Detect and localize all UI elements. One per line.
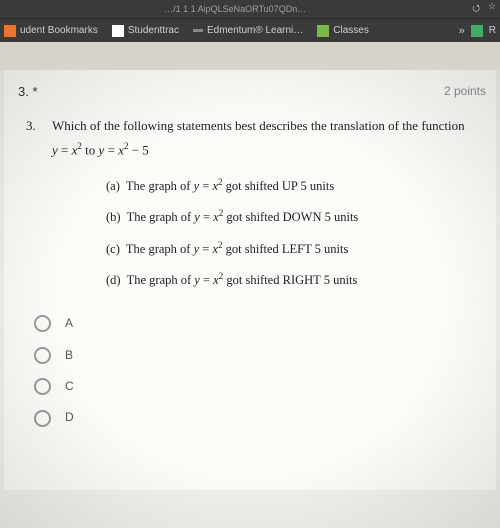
radio-icon <box>34 315 51 332</box>
bookmark-student-bookmarks[interactable]: udent Bookmarks <box>4 25 98 37</box>
page-background: 3. * 2 points 3. Which of the following … <box>0 70 500 528</box>
choice-letter: (b) <box>106 210 121 224</box>
inner-question-number: 3. <box>26 117 42 136</box>
folder-icon <box>4 25 16 37</box>
browser-action-icons: ⭯ ☆ <box>472 1 496 17</box>
radio-option-c[interactable]: C <box>34 378 482 395</box>
question-number: 3. * <box>18 84 38 99</box>
browser-address-bar: …/1 1 1 AipQLSeNaORTu07QDn… ⭯ ☆ <box>0 0 500 18</box>
radio-label: C <box>65 378 74 395</box>
radio-option-b[interactable]: B <box>34 347 482 364</box>
choice-letter: (a) <box>106 179 120 193</box>
site-icon <box>317 25 329 37</box>
radio-icon <box>34 378 51 395</box>
site-icon <box>112 25 124 37</box>
bookmark-edmentum[interactable]: Edmentum® Learni… <box>193 25 303 36</box>
question-equation: y = x2 to y = x2 − 5 <box>26 140 482 160</box>
choice-b: (b) The graph of y = x2 got shifted DOWN… <box>106 207 482 226</box>
bookmark-label-right: R <box>489 25 496 36</box>
radio-option-a[interactable]: A <box>34 315 482 332</box>
site-icon <box>193 29 203 32</box>
radio-group: A B C D <box>26 301 482 427</box>
radio-icon <box>34 410 51 427</box>
search-icon[interactable]: ⭯ <box>472 1 480 17</box>
question-stem: 3. Which of the following statements bes… <box>26 117 482 136</box>
question-header: 3. * 2 points <box>12 84 488 117</box>
bookmarks-bar: udent Bookmarks Studenttrac Edmentum® Le… <box>0 18 500 42</box>
url-fragment: …/1 1 1 AipQLSeNaORTu07QDn… <box>4 4 466 14</box>
radio-label: A <box>65 315 73 332</box>
question-stem-text: Which of the following statements best d… <box>52 117 465 136</box>
site-icon <box>471 25 483 37</box>
bookmarks-overflow: » R <box>453 25 496 37</box>
answer-choices: (a) The graph of y = x2 got shifted UP 5… <box>26 176 482 289</box>
choice-c: (c) The graph of y = x2 got shifted LEFT… <box>106 239 482 258</box>
bookmark-label: Edmentum® Learni… <box>207 25 303 36</box>
radio-icon <box>34 347 51 364</box>
bookmark-label: Classes <box>333 25 369 36</box>
choice-letter: (c) <box>106 242 120 256</box>
radio-label: B <box>65 347 73 364</box>
choice-letter: (d) <box>106 273 121 287</box>
radio-option-d[interactable]: D <box>34 409 482 426</box>
star-icon[interactable]: ☆ <box>488 1 496 17</box>
choice-a: (a) The graph of y = x2 got shifted UP 5… <box>106 176 482 195</box>
bookmark-label: Studenttrac <box>128 25 179 36</box>
question-body: 3. Which of the following statements bes… <box>12 117 488 427</box>
radio-label: D <box>65 409 74 426</box>
chevron-right-icon[interactable]: » <box>459 25 465 37</box>
bookmark-classes[interactable]: Classes <box>317 25 369 37</box>
bookmark-label: udent Bookmarks <box>20 25 98 36</box>
question-points: 2 points <box>444 84 486 99</box>
choice-d: (d) The graph of y = x2 got shifted RIGH… <box>106 270 482 289</box>
bookmark-studenttrac[interactable]: Studenttrac <box>112 25 179 37</box>
question-card: 3. * 2 points 3. Which of the following … <box>4 70 496 490</box>
